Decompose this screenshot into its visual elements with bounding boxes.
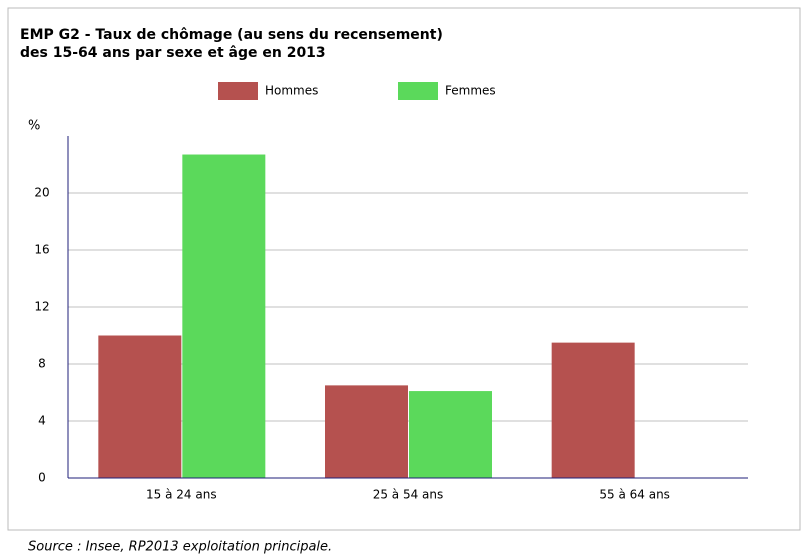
y-tick-label: 8	[38, 357, 46, 371]
y-tick-label: 12	[34, 300, 49, 314]
y-tick-label: 16	[34, 243, 49, 257]
x-tick-label: 55 à 64 ans	[599, 488, 670, 502]
bar	[551, 342, 635, 478]
x-tick-label: 15 à 24 ans	[146, 488, 217, 502]
bar	[98, 335, 182, 478]
bar	[325, 385, 408, 478]
y-axis-label: %	[28, 119, 40, 134]
legend-label: Hommes	[265, 84, 318, 98]
legend-swatch	[218, 82, 258, 100]
legend-label: Femmes	[445, 84, 496, 98]
bar	[182, 154, 266, 478]
frame	[7, 7, 801, 531]
x-tick-label: 25 à 54 ans	[373, 488, 444, 502]
chart-title: EMP G2 - Taux de chômage (au sens du rec…	[20, 27, 443, 43]
y-tick-label: 20	[34, 186, 49, 200]
y-tick-label: 0	[38, 471, 46, 485]
y-tick-label: 4	[38, 414, 46, 428]
chart-title: des 15-64 ans par sexe et âge en 2013	[20, 45, 326, 61]
bar	[409, 391, 492, 478]
source: Source : Insee, RP2013 exploitation prin…	[28, 540, 332, 555]
legend-swatch	[398, 82, 438, 100]
